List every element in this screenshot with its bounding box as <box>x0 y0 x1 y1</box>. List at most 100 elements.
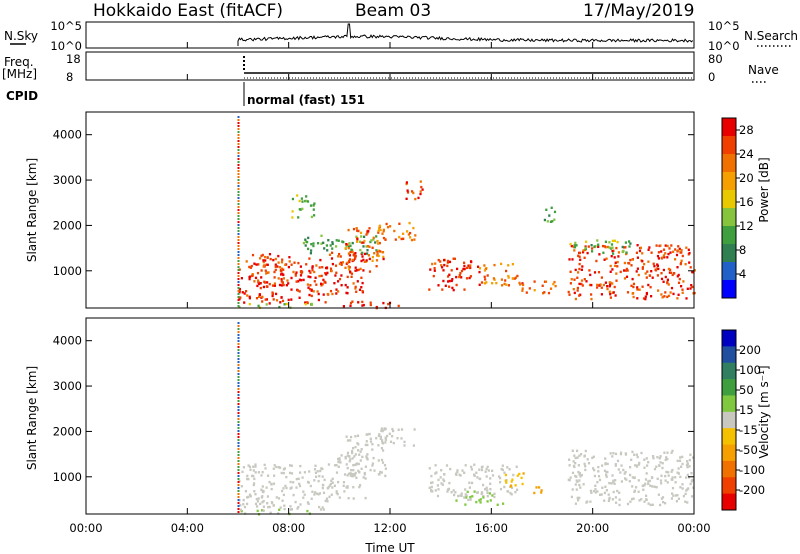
nsearch-label: N.Search <box>744 29 798 43</box>
heatmap-cell <box>368 257 371 261</box>
heatmap-cell <box>239 296 242 299</box>
heatmap-cell <box>624 269 627 272</box>
heatmap-cell <box>686 501 689 504</box>
heatmap-cell <box>336 492 339 496</box>
start-edge-cell <box>237 146 240 148</box>
start-edge-cell <box>237 134 240 136</box>
heatmap-cell <box>449 467 452 471</box>
heatmap-cell <box>613 256 616 259</box>
heatmap-cell <box>282 277 285 280</box>
heatmap-cell <box>280 280 283 283</box>
heatmap-cell <box>605 475 608 478</box>
heatmap-cell <box>272 298 275 301</box>
heatmap-cell <box>434 464 437 467</box>
heatmap-cell <box>302 241 305 245</box>
start-edge-cell <box>237 511 240 513</box>
heatmap-cell <box>299 274 303 277</box>
heatmap-cell <box>250 474 254 478</box>
heatmap-cell <box>506 490 509 493</box>
heatmap-cell <box>350 272 354 275</box>
heatmap-cell <box>354 269 357 272</box>
start-edge-cell <box>237 397 240 399</box>
heatmap-cell <box>346 261 349 264</box>
heatmap-cell <box>491 494 494 497</box>
start-edge-cell <box>237 170 240 172</box>
heatmap-cell <box>686 465 689 469</box>
heatmap-cell <box>368 270 372 273</box>
heatmap-cell <box>267 505 270 509</box>
colorbar-tick-label: 8 <box>739 243 746 257</box>
colorbar-swatch <box>722 444 736 462</box>
heatmap-cell <box>240 485 243 488</box>
heatmap-cell <box>635 486 638 489</box>
heatmap-cell <box>499 476 502 480</box>
heatmap-cell <box>304 199 307 203</box>
heatmap-cell <box>649 484 652 487</box>
start-edge-cell <box>237 493 240 495</box>
heatmap-cell <box>335 271 338 274</box>
heatmap-cell <box>345 435 348 438</box>
heatmap-cell <box>483 269 487 272</box>
heatmap-cell <box>679 251 682 254</box>
heatmap-cell <box>316 470 319 473</box>
heatmap-cell <box>601 464 604 467</box>
heatmap-cell <box>483 275 486 278</box>
heatmap-cell <box>342 481 346 484</box>
x-tick-label: 20:00 <box>576 521 609 535</box>
heatmap-cell <box>669 291 672 294</box>
freq-tick-top: 18 <box>66 52 81 66</box>
heatmap-cell <box>647 482 650 486</box>
heatmap-cell <box>290 298 293 301</box>
heatmap-cell <box>446 490 449 493</box>
heatmap-cell <box>595 259 598 263</box>
heatmap-cell <box>627 261 630 265</box>
heatmap-cell <box>629 258 632 262</box>
heatmap-cell <box>263 255 267 259</box>
heatmap-cell <box>436 484 439 487</box>
heatmap-cell <box>271 501 274 505</box>
heatmap-cell <box>478 267 482 270</box>
heatmap-cell <box>615 272 618 275</box>
heatmap-cell <box>647 260 650 263</box>
heatmap-cell <box>691 285 694 289</box>
heatmap-cell <box>576 286 579 290</box>
heatmap-cell <box>248 493 252 496</box>
heatmap-cell <box>481 465 484 468</box>
heatmap-cell <box>328 253 332 256</box>
heatmap-cell <box>284 484 287 488</box>
heatmap-cell <box>409 236 412 239</box>
heatmap-cell <box>643 458 646 461</box>
heatmap-cell <box>543 291 546 294</box>
heatmap-cell <box>354 435 357 438</box>
heatmap-cell <box>307 247 310 251</box>
heatmap-cell <box>475 500 478 504</box>
heatmap-cell <box>646 270 649 273</box>
heatmap-cell <box>597 465 600 469</box>
heatmap-cell <box>478 283 481 286</box>
heatmap-cell <box>344 283 347 287</box>
heatmap-cell <box>677 249 680 252</box>
heatmap-cell <box>298 199 301 203</box>
heatmap-cell <box>577 499 580 502</box>
heatmap-cell <box>677 472 680 475</box>
heatmap-cell <box>660 293 663 296</box>
heatmap-cell <box>545 208 548 211</box>
heatmap-cell <box>632 497 635 500</box>
heatmap-cell <box>666 457 669 461</box>
heatmap-cell <box>261 489 264 493</box>
heatmap-cell <box>519 283 522 286</box>
heatmap-cell <box>357 301 360 304</box>
heatmap-cell <box>318 505 321 509</box>
x-tick-label: 00:00 <box>69 521 102 535</box>
heatmap-cell <box>311 266 314 269</box>
heatmap-cell <box>378 227 381 230</box>
heatmap-cell <box>309 252 312 255</box>
heatmap-cell <box>606 285 609 288</box>
heatmap-cell <box>246 496 249 499</box>
heatmap-cell <box>568 293 571 296</box>
heatmap-cell <box>327 463 330 466</box>
heatmap-cell <box>289 480 292 484</box>
start-edge-cell <box>237 164 240 166</box>
heatmap-cell <box>358 240 362 243</box>
heatmap-cell <box>443 473 446 476</box>
